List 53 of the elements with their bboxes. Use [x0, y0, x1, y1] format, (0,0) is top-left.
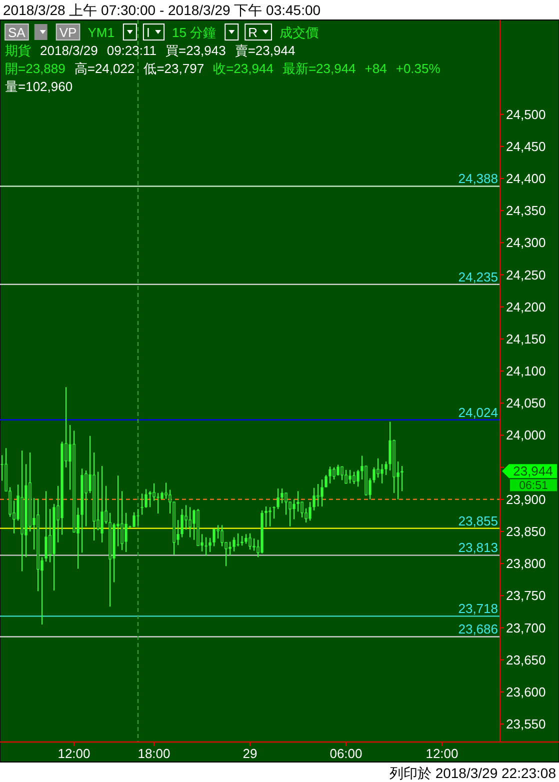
y-tick-label: 24,150: [506, 331, 546, 346]
ref-line-label: 24,388: [458, 171, 498, 186]
annotation: 買=23,943: [165, 43, 226, 58]
y-tick-label: 24,100: [506, 364, 546, 379]
y-tick-label: 23,900: [506, 492, 546, 507]
ref-line-label: 24,024: [458, 404, 498, 420]
ref-line-label: 23,813: [458, 540, 498, 556]
y-tick-label: 23,750: [506, 588, 546, 604]
x-tick-label: 06:00: [330, 746, 362, 761]
y-tick-label: 24,400: [506, 171, 546, 186]
y-tick-label: 24,500: [506, 106, 546, 122]
ref-line-label: 23,855: [458, 513, 498, 528]
annotation: 量=102,960: [5, 79, 73, 94]
y-tick-label: 23,550: [506, 716, 546, 732]
x-tick-label: 12:00: [426, 746, 458, 761]
annotation: 賣=23,944: [234, 43, 296, 58]
annotation: 15 分鐘: [172, 25, 216, 40]
annotation: I: [146, 25, 150, 40]
y-tick-label: 24,300: [506, 235, 546, 250]
ref-line-label: 24,235: [458, 269, 498, 284]
annotation: 09:23:11: [106, 43, 156, 58]
ref-line-label: 23,686: [458, 622, 498, 637]
annotation: 成交價: [280, 25, 319, 40]
annotation: +84: [364, 61, 387, 76]
annotation: YM1: [88, 25, 114, 40]
annotation: 高=24,022: [74, 61, 135, 76]
y-tick-label: 23,650: [506, 652, 546, 668]
y-tick-label: 23,700: [506, 620, 546, 636]
annotation: SA: [8, 25, 26, 40]
annotation: VP: [59, 25, 77, 40]
annotation: +0.35%: [396, 61, 441, 76]
annotation: 期貨: [5, 43, 31, 58]
chart-title: 2018/3/28 上午 07:30:00 - 2018/3/29 下午 03:45:00: [3, 2, 321, 18]
annotation: 收=23,944: [213, 61, 274, 76]
y-tick-label: 24,350: [506, 203, 546, 218]
annotation: 2018/3/29: [40, 43, 98, 58]
y-tick-label: 23,850: [506, 524, 546, 539]
annotation: R: [248, 25, 258, 40]
y-tick-label: 23,600: [506, 684, 546, 700]
ref-line-label: 23,718: [458, 601, 498, 616]
y-tick-label: 23,800: [506, 556, 546, 572]
annotation: 開=23,889: [5, 61, 66, 76]
x-tick-label: 29: [242, 746, 258, 761]
y-tick-label: 24,200: [506, 299, 546, 314]
annotation: 低=23,797: [144, 61, 204, 76]
text: 列印於 2018/3/29 22:23:08: [389, 765, 556, 781]
y-tick-label: 24,450: [506, 138, 546, 154]
x-tick-label: 12:00: [58, 746, 90, 761]
x-tick-label: 18:00: [138, 746, 170, 761]
annotation: 最新=23,944: [282, 61, 356, 76]
y-tick-label: 24,050: [506, 396, 546, 411]
y-tick-label: 24,250: [506, 267, 546, 282]
y-tick-label: 24,000: [506, 428, 546, 443]
